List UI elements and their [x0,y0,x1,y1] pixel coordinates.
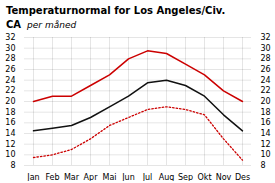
html-text:Temperaturnormal for Los Angel: Temperaturnormal for Los Angeles/Civ. CA [6,5,226,30]
svg-text:16: 16 [5,118,15,127]
svg-text:Nov: Nov [216,173,232,181]
svg-text:Okt: Okt [197,173,211,181]
svg-text:32: 32 [5,33,15,42]
svg-text:10: 10 [5,150,15,159]
svg-text:Des: Des [235,173,250,181]
svg-text:24: 24 [5,76,15,85]
svg-text:18: 18 [261,108,271,117]
svg-text:20: 20 [5,97,15,106]
svg-text:14: 14 [261,129,271,138]
html-text:per måned: per måned [27,20,77,30]
svg-text:Mar: Mar [64,173,80,181]
svg-text:14: 14 [5,129,15,138]
svg-text:Jul: Jul [142,173,153,181]
svg-text:8: 8 [261,161,266,170]
svg-text:Sep: Sep [178,173,193,181]
svg-text:26: 26 [5,65,15,74]
svg-text:22: 22 [5,86,15,95]
svg-text:20: 20 [261,97,271,106]
svg-text:32: 32 [261,33,271,42]
svg-text:10: 10 [261,150,271,159]
svg-text:Mai: Mai [102,173,116,181]
svg-text:22: 22 [261,86,271,95]
svg-text:26: 26 [261,65,271,74]
svg-text:24: 24 [261,76,271,85]
svg-text:Aug: Aug [159,173,175,181]
svg-text:12: 12 [5,140,15,149]
svg-text:Apr: Apr [84,173,99,181]
svg-text:Feb: Feb [45,173,59,181]
svg-text:8: 8 [10,161,15,170]
svg-text:12: 12 [261,140,271,149]
svg-text:28: 28 [5,54,15,63]
svg-text:28: 28 [261,54,271,63]
svg-text:30: 30 [261,44,271,53]
svg-text:18: 18 [5,108,15,117]
svg-text:30: 30 [5,44,15,53]
svg-text:Jun: Jun [121,173,135,181]
svg-text:Jan: Jan [26,173,39,181]
svg-text:16: 16 [261,118,271,127]
